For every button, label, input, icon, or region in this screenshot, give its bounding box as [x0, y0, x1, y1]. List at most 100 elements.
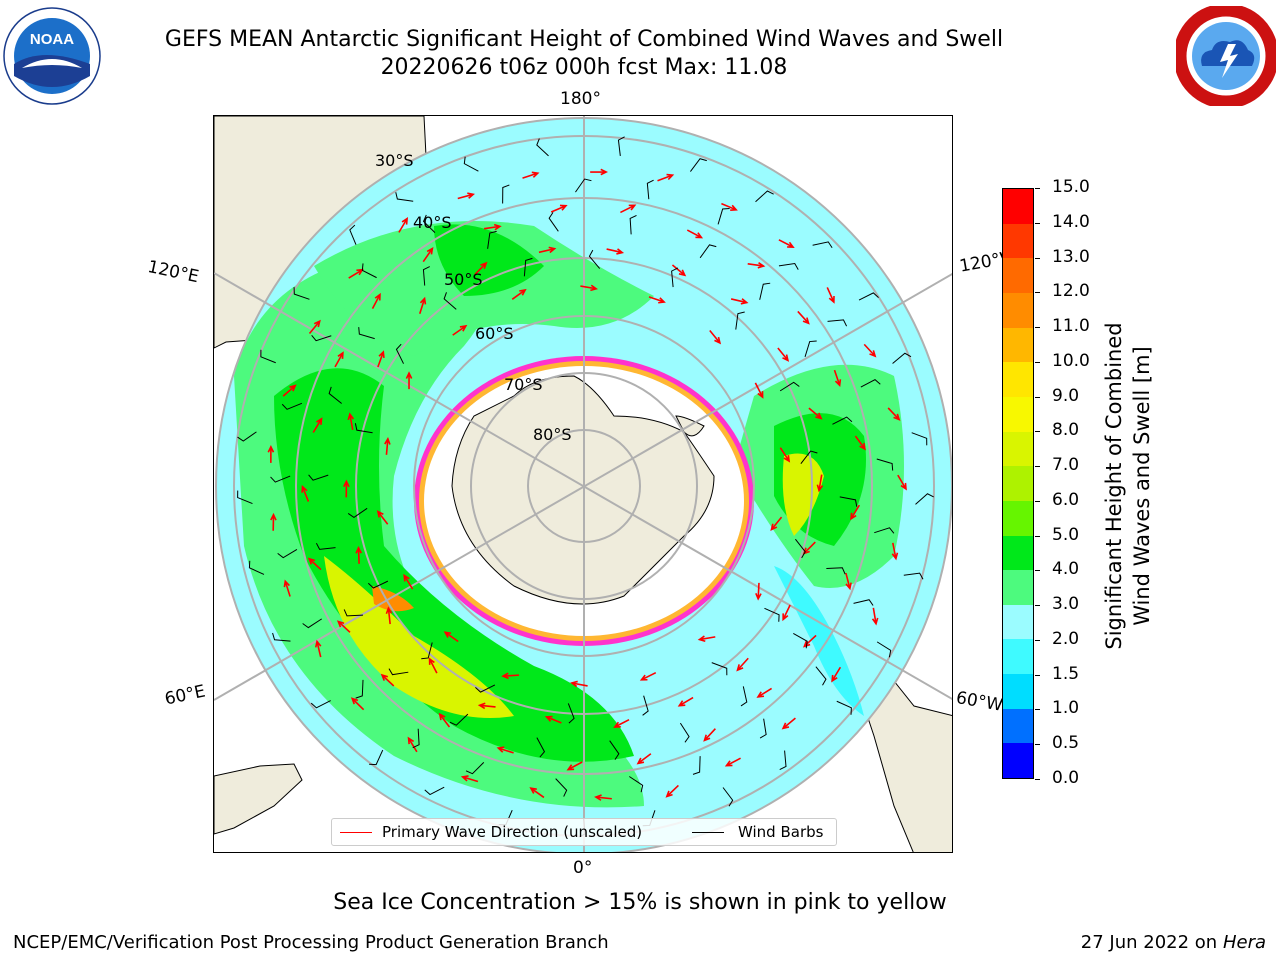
wind-barb: [671, 267, 679, 288]
colorbar-tick: [1035, 361, 1040, 363]
wind-barb: [717, 207, 730, 225]
wind-barbs: [237, 136, 934, 838]
wave-arrow: [522, 171, 540, 179]
wave-arrow: [371, 292, 381, 310]
colorbar-tick: [1035, 222, 1040, 224]
wind-barb: [369, 749, 384, 766]
wave-arrow: [355, 546, 363, 564]
wind-barb: [759, 282, 771, 300]
lon-label-180: 180°: [560, 89, 601, 109]
wind-barb: [812, 241, 833, 248]
wave-arrow: [845, 572, 852, 591]
band-high-top: [434, 224, 544, 296]
wind-barb: [853, 599, 874, 606]
wave-arrow: [887, 407, 901, 421]
wind-barb: [858, 292, 879, 301]
wave-arrow: [779, 447, 791, 463]
colorbar-tick-label: 3.0: [1052, 594, 1080, 615]
wave-arrow: [703, 728, 716, 742]
wind-barb: [449, 713, 469, 726]
colorbar-tick: [1035, 292, 1040, 294]
wave-arrow: [639, 671, 657, 681]
colorbar-tick-label: 13.0: [1052, 246, 1090, 267]
wave-arrow: [606, 248, 625, 255]
wind-barb: [711, 662, 728, 676]
wind-barb: [764, 607, 780, 622]
colorbar-tick: [1035, 466, 1040, 468]
wind-barb: [567, 703, 575, 724]
wave-arrow: [457, 192, 475, 200]
wave-arrow: [755, 582, 762, 601]
colorbar-tick-label: 1.0: [1052, 698, 1080, 719]
band-peak-left: [324, 556, 514, 718]
colorbar-label-line1: Significant Height of Combined: [1102, 322, 1126, 650]
colorbar-tick: [1035, 709, 1040, 711]
wind-barb: [836, 700, 852, 715]
wave-arrow: [380, 673, 395, 687]
wave-arrow: [747, 262, 766, 269]
polar-map[interactable]: [214, 116, 953, 853]
colorbar-tick-label: 2.0: [1052, 628, 1080, 649]
lon-label-60w: 60°W: [954, 688, 1005, 716]
lat-label-60s: 60°S: [475, 324, 514, 343]
map-frame[interactable]: [213, 115, 953, 853]
wave-arrow: [854, 435, 866, 451]
colorbar-tick-label: 0.0: [1052, 768, 1080, 788]
wind-barb: [575, 178, 592, 193]
wave-arrow: [566, 761, 583, 771]
wind-barb: [548, 212, 559, 232]
colorbar-tick-label: 4.0: [1052, 559, 1080, 580]
wind-barb: [690, 158, 707, 172]
colorbar-tick: [1035, 605, 1040, 607]
colorbar-segment: [1003, 189, 1033, 224]
wind-barb: [911, 432, 928, 446]
wave-arrow: [620, 204, 637, 214]
wave-arrow: [428, 657, 438, 674]
wave-arrow: [267, 445, 275, 463]
wave-arrow: [460, 775, 479, 783]
lat-label-50s: 50°S: [444, 270, 483, 289]
band-peak-right: [782, 453, 824, 536]
wind-barb: [795, 538, 806, 559]
colorbar-segment: [1003, 293, 1033, 328]
colorbar-segment: [1003, 535, 1033, 571]
wave-arrow: [570, 680, 588, 688]
noaa-logo: NOAA: [3, 7, 101, 105]
colorbar-segment: [1003, 327, 1033, 363]
wind-barb: [443, 292, 457, 310]
wave-arrow: [314, 639, 322, 658]
wind-barb: [349, 224, 357, 245]
colorbar-tick-label: 14.0: [1052, 211, 1090, 232]
wave-arrow: [550, 204, 568, 213]
colorbar-tick-label: 12.0: [1052, 281, 1090, 302]
lon-label-120e: 120°E: [145, 257, 201, 288]
wave-arrow: [770, 516, 783, 532]
colorbar-segment: [1003, 743, 1033, 778]
wave-arrow: [730, 298, 749, 305]
wave-arrow: [308, 319, 321, 335]
wave-arrow: [385, 606, 393, 625]
wave-arrow: [677, 696, 694, 707]
wave-arrow: [897, 474, 907, 491]
wind-barb: [629, 215, 637, 235]
wind-barb: [735, 311, 745, 330]
colorbar-tick-label: 8.0: [1052, 420, 1080, 441]
wind-barb: [395, 192, 414, 202]
wave-arrow: [384, 437, 391, 455]
wave-arrow: [833, 369, 842, 388]
wind-barb: [555, 778, 568, 797]
colorbar: [1002, 188, 1034, 779]
wave-arrow: [483, 223, 502, 231]
colorbar-label-line2: Wind Waves and Swell [m]: [1130, 346, 1154, 626]
wind-barb: [536, 737, 546, 758]
wind-barb: [422, 214, 436, 233]
wind-barb: [827, 319, 848, 327]
wind-barb: [272, 632, 291, 642]
graticule: [214, 116, 952, 852]
colorbar-tick: [1035, 327, 1040, 329]
wave-direction-arrows: [267, 168, 907, 801]
wind-barb: [310, 700, 331, 709]
nws-logo: [1176, 6, 1276, 106]
wind-barb: [646, 179, 654, 200]
colorbar-tick: [1035, 744, 1040, 746]
